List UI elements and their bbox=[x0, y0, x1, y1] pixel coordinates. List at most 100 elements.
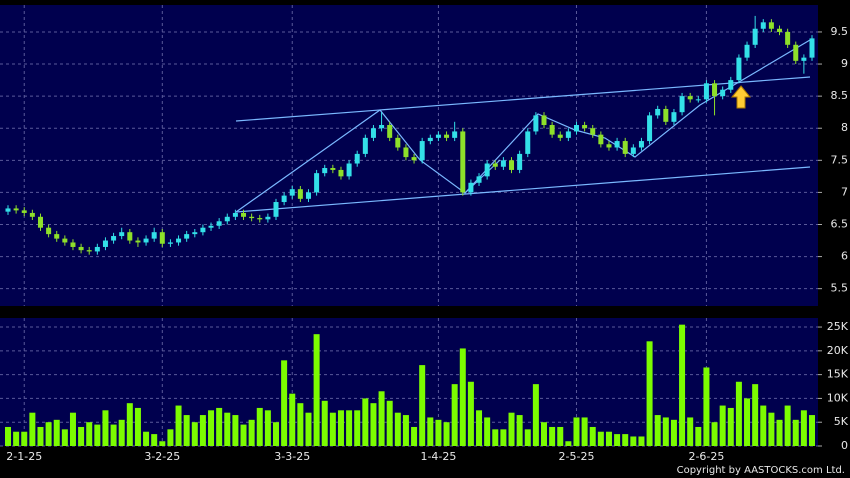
candle-body bbox=[362, 137, 368, 154]
y-tick-label: 8 bbox=[841, 121, 848, 134]
volume-bar bbox=[719, 405, 726, 446]
candle-body bbox=[419, 141, 425, 161]
volume-bar bbox=[94, 424, 101, 446]
candle-body bbox=[533, 115, 539, 132]
candle-body bbox=[403, 147, 409, 158]
volume-bar bbox=[281, 360, 288, 446]
candle-body bbox=[273, 202, 279, 217]
volume-bar bbox=[695, 426, 702, 446]
candle-body bbox=[687, 96, 693, 100]
candle-body bbox=[582, 125, 588, 129]
y-tick-label: 20K bbox=[827, 344, 849, 357]
volume-bar bbox=[809, 415, 815, 446]
volume-bar bbox=[183, 415, 190, 446]
volume-bar bbox=[289, 393, 296, 446]
volume-bar bbox=[29, 412, 36, 446]
volume-bar bbox=[232, 415, 239, 446]
volume-bar bbox=[703, 367, 710, 446]
volume-bar bbox=[500, 429, 507, 446]
volume-bar bbox=[744, 398, 751, 446]
volume-bar bbox=[61, 429, 68, 446]
volume-bar bbox=[459, 348, 466, 446]
candle-body bbox=[216, 221, 222, 226]
candle-body bbox=[500, 160, 506, 167]
volume-bar bbox=[362, 398, 369, 446]
candle-body bbox=[86, 250, 92, 252]
volume-bar bbox=[69, 412, 76, 446]
candle-body bbox=[281, 195, 287, 203]
candle-body bbox=[573, 125, 579, 132]
candle-body bbox=[468, 182, 474, 193]
volume-bar bbox=[297, 403, 304, 446]
x-tick-label: 3-2-25 bbox=[144, 450, 180, 463]
volume-bar bbox=[240, 424, 247, 446]
candle-body bbox=[46, 227, 52, 235]
y-tick-label: 0 bbox=[841, 439, 848, 452]
volume-bar bbox=[134, 407, 141, 446]
y-tick-label: 5.5 bbox=[831, 282, 849, 295]
x-tick-label: 2-1-25 bbox=[6, 450, 42, 463]
candle-body bbox=[176, 238, 182, 243]
candle-body bbox=[492, 163, 498, 167]
candle-body bbox=[289, 189, 295, 196]
volume-bar bbox=[508, 412, 515, 446]
candle-body bbox=[590, 128, 596, 135]
volume-bar bbox=[264, 410, 271, 446]
candle-body bbox=[427, 137, 433, 142]
candle-body bbox=[606, 144, 612, 148]
volume-bar bbox=[711, 422, 718, 446]
candle-body bbox=[184, 234, 190, 239]
candle-body bbox=[102, 240, 108, 247]
candle-body bbox=[395, 137, 401, 148]
candle-body bbox=[785, 31, 791, 45]
volume-bar bbox=[159, 441, 166, 446]
candle-body bbox=[257, 218, 263, 220]
volume-bar bbox=[394, 412, 401, 446]
y-tick-label: 15K bbox=[827, 368, 849, 381]
candle-body bbox=[703, 83, 709, 100]
y-tick-label: 25K bbox=[827, 320, 849, 333]
y-tick-label: 9.5 bbox=[831, 25, 849, 38]
volume-bar bbox=[670, 419, 677, 446]
candle-body bbox=[647, 115, 653, 142]
volume-bar bbox=[565, 441, 572, 446]
volume-bar bbox=[597, 431, 604, 446]
volume-bar bbox=[102, 410, 109, 446]
volume-bar bbox=[484, 417, 491, 446]
candle-body bbox=[509, 160, 515, 170]
candle-body bbox=[671, 112, 677, 122]
candle-body bbox=[801, 57, 807, 61]
candle-body bbox=[517, 153, 523, 170]
volume-bar bbox=[354, 410, 361, 446]
volume-bar bbox=[581, 417, 588, 446]
volume-bar bbox=[419, 365, 426, 446]
arrow-icon bbox=[730, 85, 752, 109]
candle-body bbox=[143, 238, 149, 243]
candle-body bbox=[330, 168, 336, 170]
y-tick-label: 8.5 bbox=[831, 89, 849, 102]
volume-bar bbox=[248, 419, 255, 446]
candle-body bbox=[411, 157, 417, 161]
candle-body bbox=[728, 80, 734, 90]
volume-bar bbox=[53, 419, 60, 446]
volume-bar bbox=[451, 384, 458, 446]
y-tick-label: 6.5 bbox=[831, 217, 849, 230]
candle-body bbox=[119, 232, 125, 237]
volume-bar bbox=[78, 426, 85, 446]
volume-bar bbox=[735, 381, 742, 446]
volume-bar bbox=[622, 434, 629, 446]
y-tick-label: 7.5 bbox=[831, 153, 849, 166]
volume-bar bbox=[110, 424, 117, 446]
volume-bar bbox=[13, 431, 20, 446]
volume-bar bbox=[549, 426, 556, 446]
copyright: Copyright by AASTOCKS.com Ltd. bbox=[677, 465, 845, 476]
volume-bar bbox=[118, 419, 125, 446]
candle-body bbox=[695, 99, 701, 101]
y-tick-label: 6 bbox=[841, 250, 848, 263]
volume-bar bbox=[216, 407, 223, 446]
candle-body bbox=[777, 28, 783, 32]
candle-body bbox=[476, 176, 482, 183]
candle-body bbox=[354, 153, 360, 164]
volume-bar bbox=[800, 410, 807, 446]
channel-lower bbox=[235, 166, 811, 213]
